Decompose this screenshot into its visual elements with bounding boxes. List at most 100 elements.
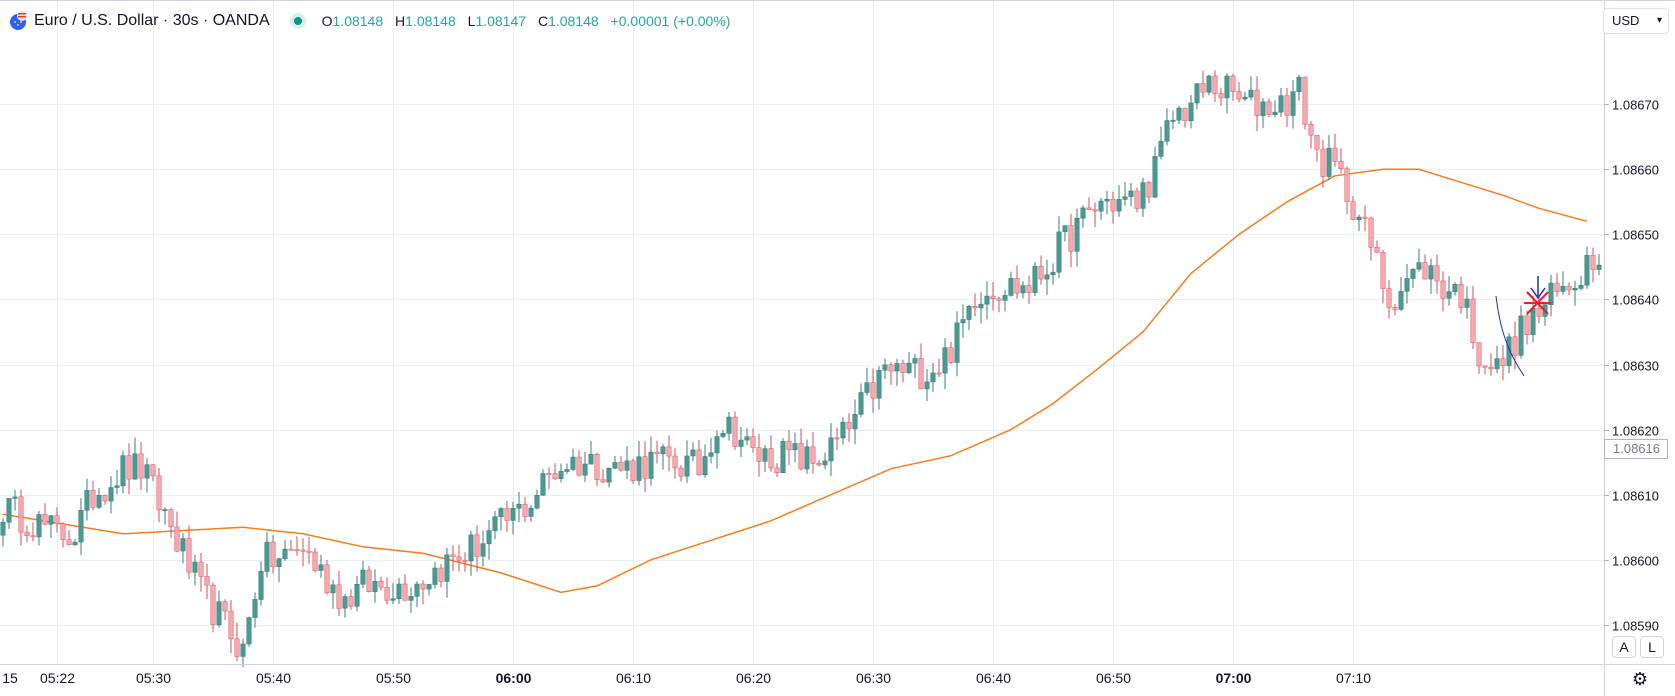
candle-body <box>480 543 486 557</box>
candle-body <box>1092 209 1098 212</box>
x-tick-label: 05:40 <box>256 670 291 686</box>
candle-body <box>126 455 132 480</box>
candle-body <box>1128 190 1134 197</box>
candle-body <box>1170 119 1176 122</box>
candle-body <box>384 586 390 601</box>
candle-body <box>288 548 294 551</box>
candle-body <box>918 358 924 390</box>
candle-body <box>1158 141 1164 157</box>
market-status-dot[interactable] <box>293 17 302 25</box>
candle-body <box>0 521 6 536</box>
ohlc-high: H1.08148 <box>395 13 456 29</box>
candle-body <box>744 436 750 441</box>
candle-body <box>654 451 660 455</box>
candle-body <box>1032 265 1038 293</box>
candle-body <box>702 456 708 476</box>
candle-body <box>1080 207 1086 219</box>
current-price-label: 1.08616 <box>1604 439 1668 459</box>
candle-body <box>942 347 948 374</box>
y-tick-label: 1.08630 <box>1612 359 1659 374</box>
candle-body <box>42 514 48 525</box>
candle-body <box>1242 96 1248 100</box>
candle-body <box>1086 207 1092 210</box>
candle-body <box>360 569 366 585</box>
candle-body <box>936 372 942 375</box>
y-tick-label: 1.08640 <box>1612 293 1659 308</box>
candle-body <box>810 446 816 464</box>
auto-scale-button[interactable]: A <box>1612 636 1636 658</box>
drawing-arrow-head[interactable] <box>1530 287 1546 300</box>
candle-body <box>528 507 534 517</box>
candle-body <box>462 559 468 562</box>
candle-body <box>1332 147 1338 162</box>
candle-body <box>102 494 108 502</box>
candle-body <box>1458 283 1464 308</box>
candle-body <box>546 473 552 476</box>
log-scale-button[interactable]: L <box>1640 636 1664 658</box>
candle-body <box>576 456 582 476</box>
candle-body <box>1146 182 1152 198</box>
candle-body <box>30 535 36 538</box>
candle-body <box>588 453 594 465</box>
time-axis-labels: 15 05:22 05:30 05:40 05:50 06:00 06:10 06:20 06:… <box>2 670 1371 686</box>
candle-body <box>6 498 12 523</box>
candle-body <box>300 549 306 552</box>
candle-body <box>924 381 930 390</box>
candle-body <box>570 456 576 470</box>
candle-body <box>636 456 642 481</box>
candle-body <box>852 414 858 430</box>
candle-body <box>642 456 648 479</box>
candle-body <box>720 432 726 437</box>
candle-body <box>558 471 564 479</box>
candle-body <box>1074 217 1080 252</box>
candle-body <box>1344 168 1350 202</box>
candle-body <box>204 575 210 586</box>
candle-body <box>12 496 18 499</box>
candle-body <box>882 364 888 371</box>
candle-body <box>630 460 636 481</box>
x-tick-label: 07:10 <box>1336 670 1371 686</box>
candle-body <box>762 448 768 462</box>
candle-body <box>672 455 678 469</box>
candle-body <box>54 515 60 524</box>
candle-body <box>282 548 288 560</box>
candle-body <box>858 392 864 415</box>
candle-body <box>270 541 276 568</box>
settings-icon[interactable]: ⚙ <box>1631 669 1649 689</box>
candle-body <box>756 447 762 462</box>
drawing-cross-mark[interactable] <box>1524 291 1551 315</box>
candle-body <box>834 437 840 440</box>
candle-body <box>1284 95 1290 116</box>
candle-body <box>24 531 30 537</box>
drawing-curve[interactable] <box>1495 295 1525 377</box>
candle-body <box>456 556 462 561</box>
price-axis-labels: 1.08590 1.08600 1.08610 1.08620 1.08630 1.086… <box>1604 98 1659 634</box>
candle-body <box>1320 148 1326 177</box>
symbol-title[interactable]: Euro / U.S. Dollar · 30s · OANDA <box>34 12 270 29</box>
ohlc-low: L1.08147 <box>467 13 527 29</box>
candle-body <box>366 569 372 593</box>
candle-body <box>336 584 342 609</box>
candle-body <box>246 617 252 645</box>
candle-body <box>552 473 558 480</box>
candle-body <box>1182 107 1188 121</box>
candle-body <box>192 561 198 573</box>
candle-body <box>1572 287 1578 291</box>
user-drawings[interactable] <box>1495 276 1551 377</box>
candle-body <box>840 421 846 439</box>
candle-body <box>90 490 96 508</box>
moving-average-layer <box>2 168 1588 594</box>
candle-body <box>978 303 984 309</box>
candle-body <box>1500 358 1506 367</box>
ohlc-close: C1.08148 <box>537 13 599 29</box>
x-tick-label: 06:40 <box>976 670 1011 686</box>
candle-body <box>900 363 906 373</box>
candle-body <box>426 584 432 590</box>
candle-body <box>450 554 456 558</box>
currency-select[interactable]: USD ▾ <box>1603 8 1669 34</box>
x-tick-label: 05:22 <box>40 670 75 686</box>
candle-body <box>78 509 84 543</box>
candle-body <box>438 567 444 582</box>
